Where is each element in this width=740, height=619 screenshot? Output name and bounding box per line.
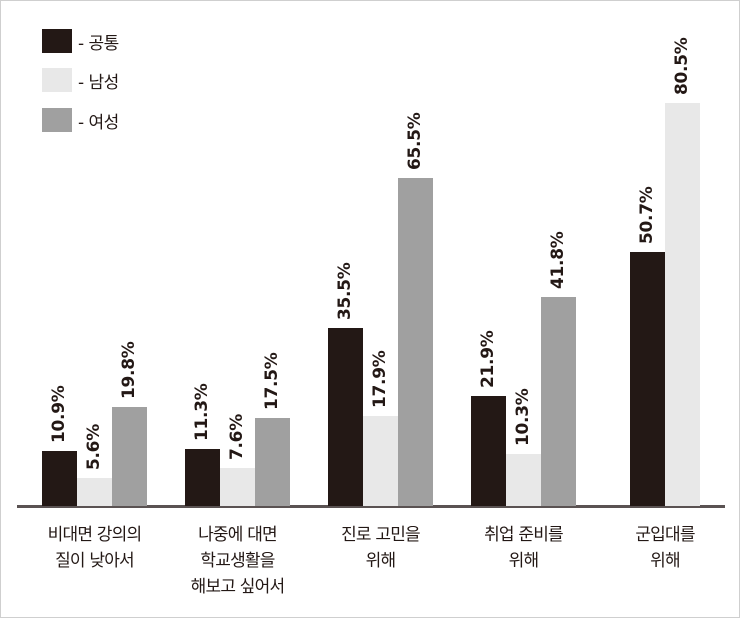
legend-item-male: - 남성	[42, 68, 119, 93]
bar-male	[506, 454, 541, 506]
legend-swatch-common	[42, 29, 72, 53]
category-label: 나중에 대면 학교생활을 해보고 싶어서	[190, 525, 285, 597]
bar-female	[255, 418, 290, 506]
bar-female	[541, 297, 576, 506]
legend-label-female: - 여성	[78, 112, 119, 133]
category-label: 비대면 강의의 질이 낮아서	[47, 525, 142, 571]
legend-label-male: - 남성	[78, 72, 119, 93]
bar-male	[77, 478, 112, 506]
category-label: 군입대를 위해	[635, 525, 695, 571]
x-axis-line	[17, 505, 725, 508]
bar-common	[328, 328, 363, 506]
legend-item-female: - 여성	[42, 108, 119, 133]
bar-common	[42, 451, 77, 506]
legend-swatch-female	[42, 108, 72, 132]
bar-female	[398, 178, 433, 506]
legend-swatch-male	[42, 68, 72, 92]
bar-male	[220, 468, 255, 506]
bar-female	[112, 407, 147, 506]
category-label: 진로 고민을 위해	[341, 525, 421, 571]
bar-common	[630, 252, 665, 506]
bar-male	[665, 103, 700, 506]
bar-common	[185, 449, 220, 506]
legend-item-common: - 공통	[42, 29, 119, 54]
bar-common	[471, 396, 506, 506]
category-label: 취업 준비를 위해	[484, 525, 564, 571]
bar-male	[363, 416, 398, 506]
legend-label-common: - 공통	[78, 33, 119, 54]
